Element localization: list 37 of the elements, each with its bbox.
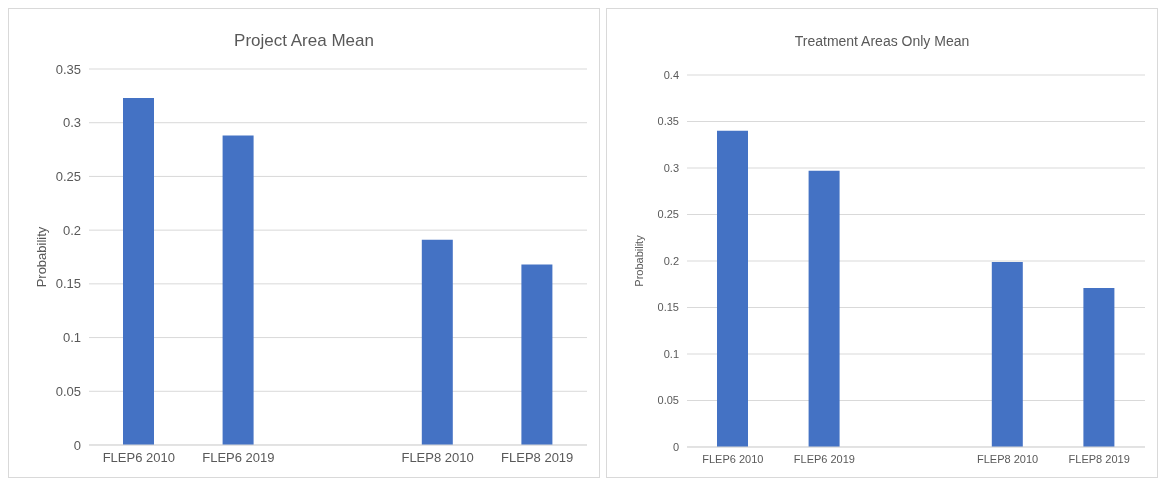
bar [717,130,748,447]
bar [1083,287,1115,447]
y-tick-label: 0.25 [657,208,679,221]
y-tick-label: 0 [73,437,81,453]
y-tick-label: 0 [672,440,679,453]
y-tick-label: 0.2 [663,254,679,267]
y-tick-label: 0.35 [657,115,679,128]
x-tick-label: FLEP6 2019 [202,450,275,466]
x-tick-label: FLEP8 2019 [501,450,574,466]
bar [808,170,840,447]
bar [521,264,553,445]
y-axis-title: Probability [33,226,49,288]
y-tick-label: 0.15 [657,301,679,314]
x-tick-label: FLEP8 2010 [401,450,474,466]
y-axis-title: Probability [632,234,645,287]
x-tick-label: FLEP8 2010 [977,452,1039,465]
x-tick-label: FLEP6 2010 [102,450,175,466]
bar [222,135,254,445]
bar [991,261,1023,447]
bar [421,239,453,445]
bar [123,98,154,445]
x-tick-label: FLEP6 2010 [702,452,764,465]
y-tick-label: 0.3 [663,161,679,174]
y-tick-label: 0.35 [55,61,81,77]
y-tick-label: 0.05 [55,383,81,399]
chart-title: Project Area Mean [233,31,375,52]
y-tick-label: 0.1 [62,330,81,346]
y-tick-label: 0.05 [657,394,679,407]
y-tick-label: 0.25 [55,169,81,185]
y-tick-label: 0.1 [663,347,679,360]
x-tick-label: FLEP6 2019 [793,452,855,465]
y-tick-label: 0.2 [62,222,81,238]
y-tick-label: 0.4 [663,68,679,81]
y-tick-label: 0.3 [62,115,81,131]
chart-title: Treatment Areas Only Mean [793,33,971,51]
y-tick-label: 0.15 [55,276,81,292]
x-tick-label: FLEP8 2019 [1068,452,1130,465]
